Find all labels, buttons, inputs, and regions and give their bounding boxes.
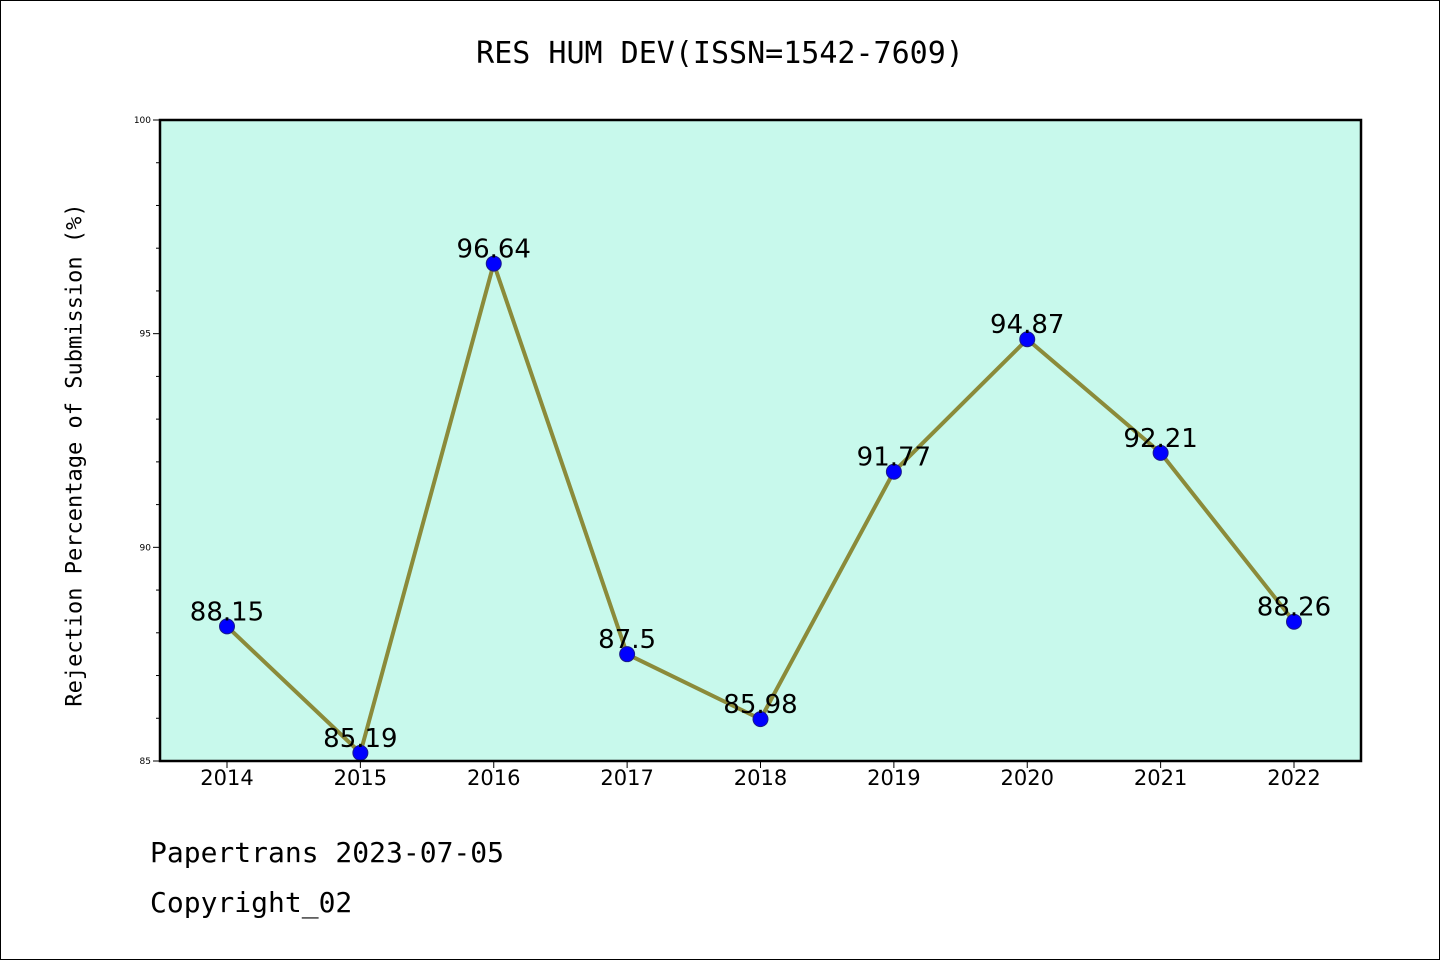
- data-label: 88.26: [1257, 593, 1331, 623]
- footer-date: Papertrans 2023-07-05: [150, 836, 505, 869]
- data-point: [619, 646, 636, 663]
- footer-copyright: Copyright_02: [150, 886, 353, 919]
- data-point: [485, 255, 502, 272]
- x-tick-label: 2022: [1267, 766, 1320, 790]
- data-label: 96.64: [457, 235, 531, 265]
- y-tick-label: 90: [140, 543, 152, 553]
- data-label: 88.15: [190, 597, 264, 627]
- x-tick-label: 2017: [600, 766, 653, 790]
- x-tick-label: 2014: [200, 766, 253, 790]
- plot-area: [160, 120, 1361, 761]
- data-point: [885, 463, 902, 480]
- y-tick-label: 95: [140, 330, 151, 340]
- data-point: [1019, 331, 1036, 348]
- data-point: [1286, 613, 1302, 630]
- data-label: 92.21: [1123, 424, 1197, 454]
- chart-title: RES HUM DEV(ISSN=1542-7609): [476, 36, 964, 71]
- data-point: [219, 618, 235, 635]
- data-label: 94.87: [990, 310, 1064, 340]
- data-point: [752, 711, 769, 728]
- x-tick-label: 2019: [867, 766, 920, 790]
- y-tick-label: 100: [134, 116, 151, 126]
- x-tick-label: 2015: [334, 766, 387, 790]
- data-label: 87.5: [598, 625, 656, 655]
- data-label: 91.77: [857, 443, 931, 473]
- x-tick-label: 2016: [467, 766, 520, 790]
- x-tick-label: 2018: [734, 766, 787, 790]
- data-label: 85.19: [323, 724, 397, 754]
- data-point: [1152, 444, 1169, 461]
- x-tick-label: 2020: [1001, 766, 1054, 790]
- plot-border: [158, 118, 1363, 763]
- data-label: 85.98: [723, 690, 797, 720]
- y-tick-label: 85: [140, 757, 151, 767]
- x-tick-label: 2021: [1134, 766, 1187, 790]
